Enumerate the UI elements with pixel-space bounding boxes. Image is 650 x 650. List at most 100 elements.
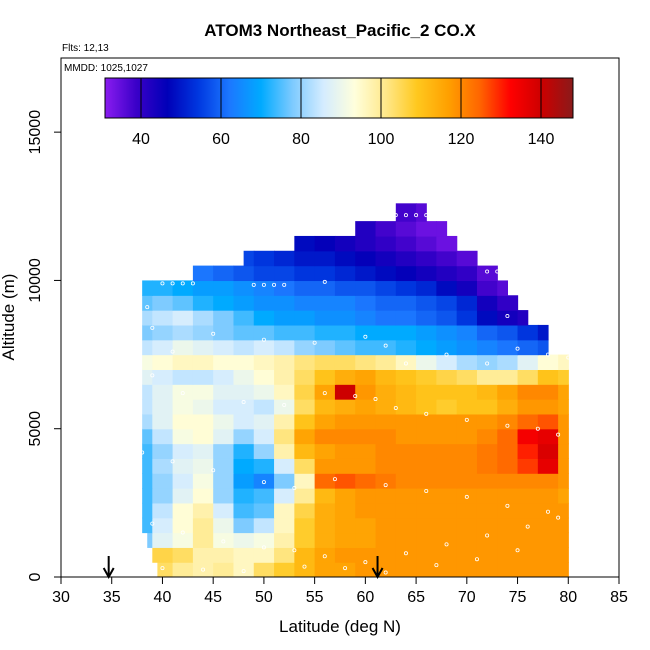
heatmap-cell xyxy=(456,562,478,577)
heatmap-cell xyxy=(233,280,255,296)
heatmap-cell xyxy=(355,413,377,430)
heatmap-cell xyxy=(274,413,295,430)
x-tick-label: 40 xyxy=(154,589,172,606)
heatmap-cell xyxy=(558,384,569,400)
heatmap-cell xyxy=(274,443,295,459)
heatmap-cell xyxy=(334,547,356,563)
heatmap-cell xyxy=(355,369,377,385)
heatmap-cell xyxy=(294,235,316,252)
heatmap-cell xyxy=(334,324,356,341)
heatmap-cell xyxy=(152,458,174,474)
heatmap-cell xyxy=(172,488,194,504)
heatmap-cell xyxy=(142,399,153,415)
heatmap-cell xyxy=(152,443,174,459)
track-point xyxy=(322,279,327,284)
heatmap-cell xyxy=(274,280,295,296)
heatmap-cell xyxy=(334,532,356,548)
track-point xyxy=(180,391,185,396)
heatmap-cell xyxy=(192,413,214,430)
heatmap-cell xyxy=(476,443,498,459)
heatmap-cell xyxy=(334,235,356,252)
heatmap-cell xyxy=(172,458,194,474)
heatmap-cell xyxy=(537,532,559,548)
heatmap-cell xyxy=(497,399,519,415)
heatmap-cell xyxy=(334,473,356,489)
heatmap-cell xyxy=(253,265,275,282)
heatmap-cell xyxy=(142,324,153,341)
x-tick-label: 65 xyxy=(407,589,425,606)
heatmap-cell xyxy=(192,547,214,563)
heatmap-cell xyxy=(355,295,377,311)
heatmap-cell xyxy=(558,502,569,519)
heatmap-cell xyxy=(233,265,255,282)
heatmap-cell xyxy=(334,399,356,415)
heatmap-cell xyxy=(476,280,498,296)
track-point xyxy=(556,515,561,520)
heatmap-cell xyxy=(274,428,295,445)
heatmap-cell xyxy=(395,502,417,519)
heatmap-cell xyxy=(152,413,174,430)
heatmap-cell xyxy=(152,310,174,326)
heatmap-cell xyxy=(497,428,519,445)
x-tick-label: 80 xyxy=(559,589,577,606)
heatmap-cell xyxy=(192,399,214,415)
heatmap-cell xyxy=(395,295,417,311)
heatmap-cell xyxy=(152,280,174,296)
heatmap-cell xyxy=(558,458,569,474)
heatmap-cell xyxy=(213,339,235,356)
heatmap-cell xyxy=(142,473,153,489)
track-point xyxy=(353,394,358,399)
track-point xyxy=(282,282,287,287)
heatmap-cell xyxy=(152,547,174,563)
heatmap-cell xyxy=(416,547,437,563)
heatmap-cell xyxy=(517,532,539,548)
heatmap-cell xyxy=(497,458,519,474)
heatmap-cell xyxy=(497,502,519,519)
track-point xyxy=(474,557,479,562)
heatmap-cell xyxy=(253,310,275,326)
x-tick-label: 35 xyxy=(103,589,121,606)
heatmap-cell xyxy=(334,413,356,430)
track-point xyxy=(525,524,530,529)
heatmap-cell xyxy=(152,428,174,445)
track-point xyxy=(363,334,368,339)
heatmap-cell xyxy=(497,354,519,370)
heatmap-cell xyxy=(213,488,235,504)
track-point xyxy=(211,331,216,336)
heatmap-cell xyxy=(355,399,377,415)
heatmap-cell xyxy=(314,250,336,267)
heatmap-cell xyxy=(476,339,498,356)
heatmap-cell xyxy=(355,384,377,400)
heatmap-cell xyxy=(192,443,214,459)
heatmap-cell xyxy=(416,384,437,400)
heatmap-cell xyxy=(517,562,539,577)
heatmap-cell xyxy=(395,532,417,548)
heatmap-cell xyxy=(517,339,539,356)
heatmap-cell xyxy=(192,369,214,385)
heatmap-cell xyxy=(274,310,295,326)
track-point xyxy=(464,494,469,499)
heatmap-cell xyxy=(274,547,295,563)
heatmap-cell xyxy=(436,428,458,445)
x-tick-label: 55 xyxy=(306,589,324,606)
heatmap-cell xyxy=(416,443,437,459)
heatmap-cell xyxy=(253,517,275,534)
heatmap-cell xyxy=(274,265,295,282)
heatmap-cell xyxy=(213,458,235,474)
heatmap-cell xyxy=(355,250,377,267)
track-point xyxy=(190,281,195,286)
heatmap-cell xyxy=(334,488,356,504)
heatmap-cell xyxy=(416,517,437,534)
heatmap-cell xyxy=(294,265,316,282)
heatmap-cell xyxy=(152,339,174,356)
track-point xyxy=(434,216,439,221)
heatmap-cell xyxy=(395,428,417,445)
heatmap-cell xyxy=(375,354,397,370)
heatmap-cell xyxy=(213,399,235,415)
heatmap-cell xyxy=(253,369,275,385)
heatmap-cell xyxy=(172,502,194,519)
colorbar-gradient xyxy=(104,77,574,119)
heatmap-cell xyxy=(416,339,437,356)
heatmap-cell xyxy=(395,221,417,237)
heatmap-cell xyxy=(436,443,458,459)
